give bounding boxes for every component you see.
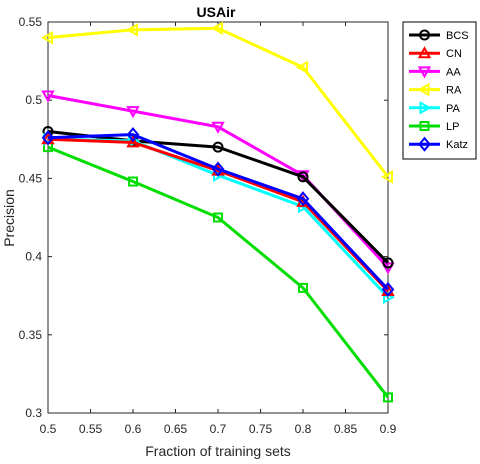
y-tick-label: 0.35	[19, 328, 43, 342]
x-axis-label: Fraction of training sets	[145, 443, 291, 459]
y-axis-label: Precision	[1, 189, 17, 247]
x-tick-label: 0.65	[164, 422, 188, 436]
y-tick-label: 0.4	[25, 250, 42, 264]
x-tick-label: 0.75	[249, 422, 273, 436]
x-tick-label: 0.55	[79, 422, 103, 436]
legend-label-pa: PA	[446, 103, 461, 115]
x-tick-label: 0.7	[210, 422, 227, 436]
x-tick-label: 0.85	[334, 422, 358, 436]
legend: BCS CN AA RA PA LP Katz	[403, 22, 476, 159]
x-tick-label: 0.5	[40, 422, 57, 436]
y-tick-label: 0.3	[25, 406, 42, 420]
y-tick-label: 0.5	[25, 93, 42, 107]
x-tick-label: 0.8	[295, 422, 312, 436]
legend-label-katz: Katz	[446, 139, 468, 151]
x-tick-label: 0.6	[125, 422, 142, 436]
y-tick-label: 0.45	[19, 171, 43, 185]
legend-label-bcs: BCS	[446, 30, 469, 42]
legend-label-cn: CN	[446, 48, 462, 60]
legend-label-lp: LP	[446, 121, 459, 133]
y-tick-label: 0.55	[19, 15, 43, 29]
x-tick-label: 0.9	[380, 422, 397, 436]
legend-label-aa: AA	[446, 66, 461, 78]
chart-title: USAir	[197, 4, 236, 20]
legend-label-ra: RA	[446, 85, 462, 97]
